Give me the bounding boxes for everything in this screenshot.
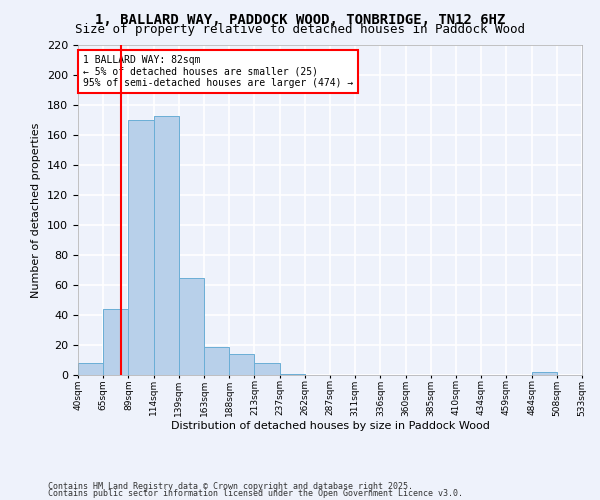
Bar [103,309,128,375]
Bar [128,120,154,375]
Bar [532,372,557,375]
Bar [229,354,254,375]
Text: Contains HM Land Registry data © Crown copyright and database right 2025.: Contains HM Land Registry data © Crown c… [48,482,413,491]
Text: 1, BALLARD WAY, PADDOCK WOOD, TONBRIDGE, TN12 6HZ: 1, BALLARD WAY, PADDOCK WOOD, TONBRIDGE,… [95,12,505,26]
Bar [78,363,103,375]
Y-axis label: Number of detached properties: Number of detached properties [31,122,41,298]
X-axis label: Distribution of detached houses by size in Paddock Wood: Distribution of detached houses by size … [170,421,490,431]
Bar [280,374,305,375]
Bar [204,346,229,375]
Bar [179,278,204,375]
Text: Contains public sector information licensed under the Open Government Licence v3: Contains public sector information licen… [48,489,463,498]
Bar [254,363,280,375]
Text: Size of property relative to detached houses in Paddock Wood: Size of property relative to detached ho… [75,22,525,36]
Bar [154,116,179,375]
Text: 1 BALLARD WAY: 82sqm
← 5% of detached houses are smaller (25)
95% of semi-detach: 1 BALLARD WAY: 82sqm ← 5% of detached ho… [83,55,353,88]
